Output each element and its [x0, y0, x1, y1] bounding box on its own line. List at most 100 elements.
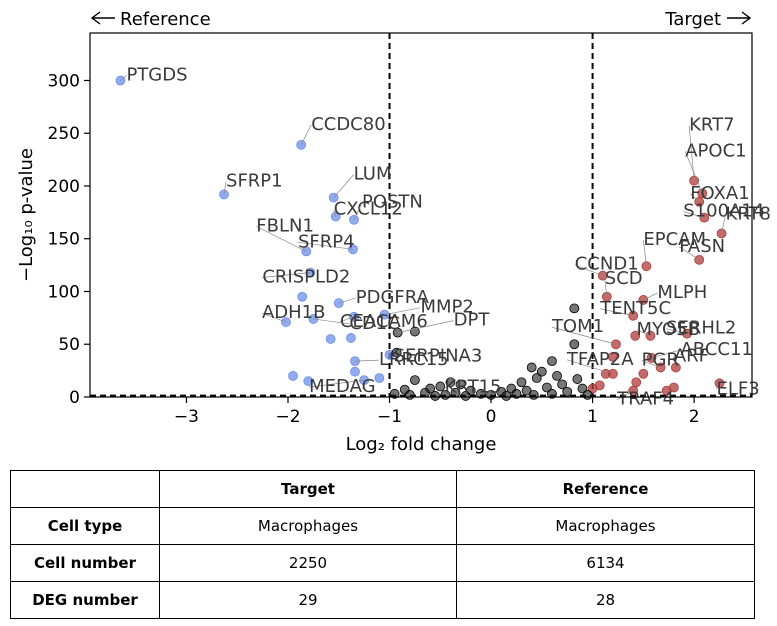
ns-gene-point	[435, 381, 446, 392]
label-leader-line	[309, 379, 365, 388]
label-leader-line	[393, 352, 397, 357]
up-gene-point	[607, 352, 618, 362]
ns-gene-point	[569, 303, 580, 314]
gene-label: DPT	[454, 310, 491, 331]
label-leader-line	[397, 320, 454, 333]
ns-gene-point	[420, 387, 430, 398]
cell-target: 29	[159, 581, 457, 619]
gene-label: APOC1	[685, 140, 746, 161]
comparison-table: Target Reference Cell type Macrophages M…	[10, 470, 755, 619]
y-tick-label: 0	[69, 388, 80, 408]
gene-label: ADH1B	[262, 302, 326, 323]
ns-gene-point	[562, 386, 573, 397]
label-leader-line	[643, 292, 658, 301]
row-label: Cell number	[10, 544, 160, 582]
row-label: DEG number	[10, 581, 160, 619]
ns-gene-point	[460, 391, 471, 401]
label-leader-line	[600, 308, 634, 317]
gene-label: KRT15	[445, 376, 502, 397]
label-leader-line	[566, 359, 614, 375]
gene-label: CEACAM6	[340, 311, 428, 332]
ns-gene-point	[547, 388, 557, 399]
ns-gene-point	[572, 374, 583, 384]
x-tick-label: 2	[689, 407, 700, 427]
up-gene-point	[631, 377, 642, 388]
gene-label: PDGFRA	[356, 287, 430, 308]
gene-label: PGR	[642, 349, 679, 370]
label-leader-line	[721, 214, 726, 234]
label-leader-line	[689, 193, 700, 203]
y-tick-label: 100	[48, 282, 80, 302]
ns-gene-point	[531, 373, 542, 383]
label-leader-line	[684, 151, 703, 194]
gene-label: TOM1	[551, 316, 604, 337]
label-leader-line	[339, 316, 355, 323]
row-label: Cell type	[10, 507, 160, 545]
ns-gene-point	[389, 388, 400, 399]
plot-frame	[89, 32, 753, 398]
y-tick-label: 150	[48, 230, 80, 250]
gene-label: FBLN1	[256, 215, 314, 236]
gene-label: PTGDS	[126, 64, 187, 85]
label-leader-line	[551, 326, 617, 345]
y-axis-title: −Log₁₀ p-value	[16, 148, 37, 282]
up-gene-point	[661, 385, 672, 396]
label-leader-line	[444, 383, 461, 388]
down-gene-point	[374, 373, 385, 383]
label-leader-line	[354, 359, 380, 362]
ns-gene-point	[557, 379, 568, 390]
x-tick-label: −2	[275, 407, 300, 427]
label-leader-line	[338, 297, 356, 304]
ns-gene-point	[552, 370, 562, 381]
cell-reference: Macrophages	[456, 507, 755, 545]
ns-gene-point	[542, 382, 552, 393]
gene-label: ARF	[674, 345, 709, 366]
gene-label: FOXA1	[690, 183, 749, 204]
ns-gene-point	[547, 356, 557, 367]
label-leader-line	[256, 226, 307, 252]
label-leader-line	[716, 383, 720, 390]
label-leader-line	[604, 278, 608, 297]
gene-label: CRISPLD2	[262, 267, 350, 288]
gene-label: CXCL12	[334, 199, 403, 220]
ns-gene-point	[582, 389, 593, 400]
label-leader-line	[683, 211, 705, 218]
ns-gene-point	[569, 339, 580, 350]
gene-label: FASN	[679, 236, 725, 257]
ns-gene-point	[404, 389, 415, 400]
gene-label: SCD	[605, 268, 643, 289]
gene-label: KRT8	[726, 203, 771, 224]
y-tick-label: 50	[58, 335, 80, 355]
label-leader-line	[384, 307, 421, 316]
y-tick-label: 300	[48, 71, 80, 91]
table-row: DEG number 29 28	[10, 581, 755, 619]
ns-gene-point	[476, 388, 486, 399]
label-leader-line	[297, 241, 354, 250]
down-gene-point	[346, 333, 356, 343]
ns-gene-point	[430, 391, 441, 401]
x-axis-title: Log₂ fold change	[346, 434, 497, 455]
up-gene-point	[587, 383, 598, 394]
label-leader-line	[223, 181, 227, 195]
label-leader-line	[665, 328, 688, 335]
cell-target: Macrophages	[159, 507, 457, 545]
down-gene-point	[325, 334, 336, 344]
gene-label: MEDAG	[309, 376, 375, 397]
table-header-cell	[10, 470, 160, 508]
y-tick-label: 250	[48, 124, 80, 144]
gene-label: ELF3	[717, 378, 760, 399]
label-leader-line	[120, 75, 127, 81]
label-leader-line	[636, 329, 651, 337]
table-header-reference: Reference	[456, 470, 755, 508]
cell-reference: 28	[456, 581, 755, 619]
label-leader-line	[643, 240, 647, 267]
gene-label: SFRP4	[298, 231, 355, 252]
target-direction-label: Target	[664, 9, 721, 30]
label-leader-line	[313, 318, 350, 325]
label-leader-line	[651, 349, 681, 359]
ns-gene-point	[516, 377, 527, 388]
label-leader-line	[641, 360, 661, 368]
down-gene-point	[303, 376, 314, 387]
ns-gene-point	[501, 391, 512, 401]
volcano-plot: Reference Target PTGDS CCDC80 SFRP1 LUM CXCL…	[16, 9, 771, 455]
